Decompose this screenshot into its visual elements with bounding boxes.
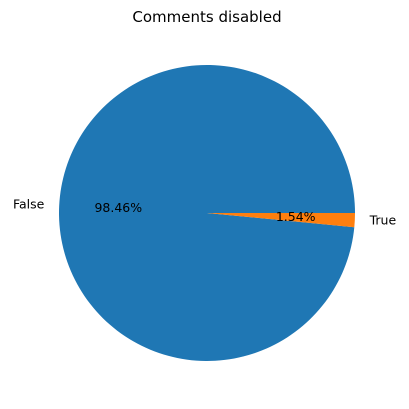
slice-label-true: True — [369, 212, 397, 227]
pie-slice-true — [207, 213, 355, 228]
slice-label-false: False — [13, 197, 45, 212]
pie-slices — [58, 64, 356, 361]
pie-labels: False 98.46% True 1.54% — [13, 197, 396, 228]
chart-title: Comments disabled — [132, 8, 281, 26]
pct-label-false: 98.46% — [94, 200, 142, 215]
pct-label-true: 1.54% — [276, 209, 316, 224]
pie-slice-false — [58, 64, 356, 361]
